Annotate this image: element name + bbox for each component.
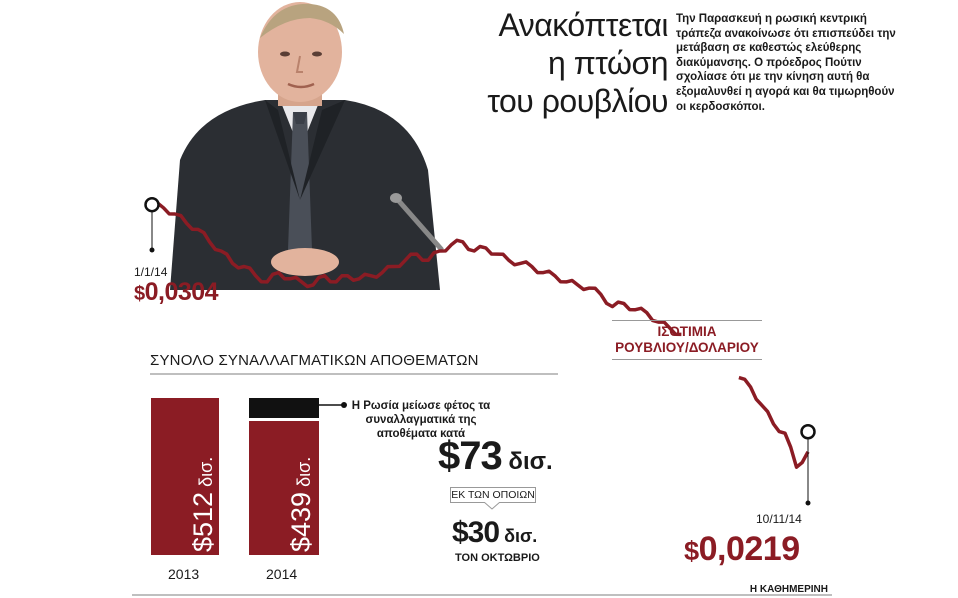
end-point-marker — [800, 424, 816, 440]
start-rate-number: 0,0304 — [144, 278, 219, 306]
october-amount: $30 δισ. — [452, 516, 537, 550]
bar-2013-label: $512 δισ. — [188, 457, 219, 552]
drop-amount: $73 δισ. — [438, 434, 553, 479]
start-rate-currency: $ — [134, 283, 145, 305]
drop-amount-unit: δισ. — [501, 448, 553, 475]
bar-2013-unit: δισ. — [196, 456, 216, 492]
headline: Ανακόπτεται η πτώση του ρουβλίου — [408, 6, 668, 120]
end-point-marker-leader-dot — [805, 500, 811, 506]
bar-2014-value: $439 — [286, 491, 316, 552]
reserves-note: Η Ρωσία μείωσε φέτος τα συναλλαγματικά τ… — [351, 400, 491, 440]
of-which-pointer — [484, 502, 500, 510]
bar-2014-unit: δισ. — [294, 456, 314, 492]
headline-line-2: η πτώση — [548, 45, 668, 81]
headline-line-1: Ανακόπτεται — [498, 7, 669, 43]
year-2013: 2013 — [168, 566, 200, 582]
rate-line-segment-2 — [738, 375, 810, 469]
start-point-marker-leader-dot — [149, 247, 155, 253]
start-rate-value: $0,0304 — [134, 278, 219, 307]
end-date-label: 10/11/14 — [756, 512, 802, 526]
note-connector — [319, 402, 347, 408]
currency-pair-label: ΙΣΟΤΙΜΙΑ ΡΟΥΒΛΙΟΥ/ΔΟΛΑΡΙΟΥ — [612, 320, 762, 360]
october-amount-unit: δισ. — [499, 526, 538, 546]
reserves-title: ΣΥΝΟΛΟ ΣΥΝΑΛΛΑΓΜΑΤΙΚΩΝ ΑΠΟΘΕΜΑΤΩΝ — [150, 352, 558, 375]
end-rate-currency: $ — [684, 535, 699, 566]
of-which-box: ΕΚ ΤΩΝ ΟΠΟΙΩΝ — [450, 487, 536, 503]
year-2014: 2014 — [266, 566, 298, 582]
intro-text: Την Παρασκευή η ρωσική κεντρική τράπεζα … — [676, 13, 896, 113]
source-credit: Η ΚΑΘΗΜΕΡΙΝΗ — [749, 584, 828, 595]
october-label: ΤΟΝ ΟΚΤΩΒΡΙΟ — [455, 552, 540, 564]
pair-label-line-1: ΙΣΟΤΙΜΙΑ — [657, 324, 717, 339]
start-date-label: 1/1/14 — [134, 265, 168, 279]
rate-line-segment-1 — [151, 201, 682, 337]
bar-2014 — [249, 421, 319, 555]
pair-label-line-2: ΡΟΥΒΛΙΟΥ/ΔΟΛΑΡΙΟΥ — [615, 340, 759, 355]
drop-amount-value: $73 — [438, 434, 503, 478]
end-rate-value: $0,0219 — [684, 530, 800, 569]
bar-2013-value: $512 — [188, 491, 218, 552]
headline-line-3: του ρουβλίου — [487, 83, 668, 119]
end-rate-number: 0,0219 — [698, 530, 801, 568]
bar-2013 — [151, 398, 219, 555]
putin-portrait — [170, 2, 444, 290]
bar-2014-decline — [249, 398, 319, 418]
footer-rule — [132, 594, 832, 596]
october-amount-value: $30 — [452, 516, 500, 549]
start-point-marker — [144, 196, 160, 213]
bar-2014-label: $439 δισ. — [286, 457, 317, 552]
